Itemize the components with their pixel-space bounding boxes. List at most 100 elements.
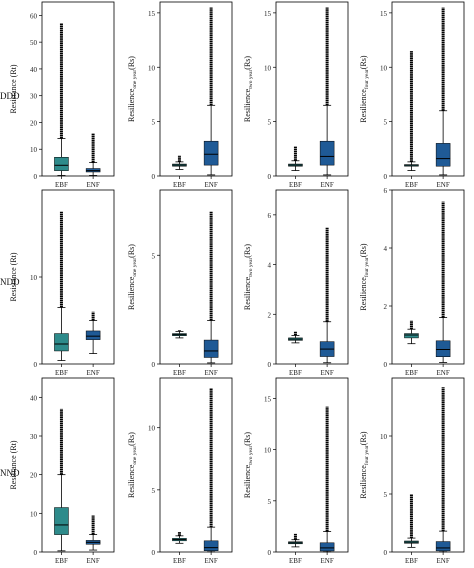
- y-tick-label: 0: [384, 361, 388, 369]
- x-tick-label: EBF: [55, 181, 68, 189]
- row-label-ddd: DDD: [0, 91, 20, 101]
- box-enf: [319, 542, 335, 552]
- y-tick-label: 4: [384, 245, 388, 253]
- panel-ndd-3: 0 2 4 6 Resiliencetwo year(Rs) EBF ENF: [243, 189, 349, 377]
- y-axis-label: Resiliencefour year(Rs): [359, 431, 370, 498]
- y-tick-label: 10: [148, 425, 156, 433]
- y-tick-label: 0: [152, 361, 156, 369]
- y-tick-label: 5: [268, 498, 272, 506]
- y-tick-label: 0: [34, 549, 38, 557]
- y-tick-label: 5: [384, 119, 388, 127]
- box-enf: [435, 340, 451, 357]
- y-tick-label: 60: [30, 12, 38, 20]
- plot-frame: [275, 189, 349, 365]
- box-enf: [435, 143, 451, 167]
- x-tick-label: EBF: [405, 369, 418, 377]
- x-tick-label: ENF: [87, 369, 100, 377]
- y-tick-label: 5: [152, 119, 156, 127]
- x-tick-label: EBF: [405, 557, 418, 565]
- plot-frame: [159, 189, 233, 365]
- y-axis-label: Resistance (Rt): [9, 64, 18, 113]
- y-tick-label: 6: [268, 212, 272, 220]
- x-tick-label: ENF: [205, 181, 218, 189]
- y-tick-label: 0: [268, 361, 272, 369]
- x-tick-label: EBF: [173, 557, 186, 565]
- x-tick-label: ENF: [205, 557, 218, 565]
- plot-frame: [41, 189, 115, 365]
- box-enf: [85, 330, 101, 340]
- y-axis-label: Resiliencefour year(Rs): [359, 243, 370, 310]
- y-axis-label: Resilienceone year(Rs): [127, 432, 138, 498]
- x-tick-label: EBF: [289, 369, 302, 377]
- y-tick-label: 0: [34, 361, 38, 369]
- panel-nnd-2: 0 5 10 Resilienceone year(Rs) EBF ENF: [127, 377, 233, 565]
- x-tick-label: EBF: [173, 181, 186, 189]
- plot-frame: [41, 377, 115, 553]
- y-tick-label: 10: [380, 64, 388, 72]
- box-enf: [203, 140, 219, 166]
- y-tick-label: 5: [268, 119, 272, 127]
- plot-frame: [275, 1, 349, 177]
- y-tick-label: 4: [268, 262, 272, 270]
- y-tick-label: 20: [30, 472, 38, 480]
- box-enf: [319, 140, 335, 166]
- y-tick-label: 0: [268, 549, 272, 557]
- plot-frame: [391, 1, 465, 177]
- y-tick-label: 15: [264, 10, 272, 18]
- y-tick-label: 5: [384, 491, 388, 499]
- row-label-ndd: NDD: [0, 277, 20, 287]
- x-tick-label: ENF: [437, 369, 450, 377]
- y-tick-label: 10: [30, 146, 38, 154]
- row-label-nnd: NND: [0, 468, 20, 478]
- y-tick-label: 0: [152, 549, 156, 557]
- y-tick-label: 10: [148, 64, 156, 72]
- panel-nnd-1: 0 10 20 30 40 Resistance (Rt) EBF ENF: [9, 377, 115, 565]
- x-tick-label: EBF: [55, 557, 68, 565]
- y-tick-label: 10: [264, 64, 272, 72]
- x-tick-label: EBF: [173, 369, 186, 377]
- y-tick-label: 5: [152, 252, 156, 260]
- box-ebf: [404, 333, 419, 339]
- x-tick-label: EBF: [405, 181, 418, 189]
- box-enf: [435, 541, 451, 552]
- y-tick-label: 30: [30, 93, 38, 101]
- y-tick-label: 20: [30, 119, 38, 127]
- x-tick-label: ENF: [321, 369, 334, 377]
- y-tick-label: 2: [384, 303, 388, 311]
- y-tick-label: 40: [30, 66, 38, 74]
- x-tick-label: ENF: [87, 557, 100, 565]
- plot-frame: [159, 1, 233, 177]
- x-tick-label: ENF: [437, 181, 450, 189]
- y-tick-label: 5: [152, 487, 156, 495]
- y-tick-label: 10: [30, 510, 38, 518]
- box-ebf: [54, 333, 69, 352]
- y-tick-label: 15: [380, 10, 388, 18]
- y-tick-label: 0: [34, 173, 38, 181]
- y-tick-label: 0: [384, 549, 388, 557]
- plot-frame: [391, 189, 465, 365]
- panel-ndd-1: 0 10 Resistance (Rt) EBF ENF: [9, 189, 115, 377]
- panel-nnd-4: 0 5 10 Resiliencefour year(Rs) EBF ENF: [359, 377, 465, 565]
- y-tick-label: 10: [380, 433, 388, 441]
- y-tick-label: 10: [264, 447, 272, 455]
- y-axis-label: Resiliencefour year(Rs): [359, 55, 370, 122]
- panel-ddd-1: 0 10 20 30 40 50 60 Resistance (Rt) EBF ENF: [9, 1, 115, 189]
- panel-ddd-4: 0 5 10 15 Resiliencefour year(Rs) EBF ENF: [359, 1, 465, 189]
- y-tick-label: 0: [152, 173, 156, 181]
- box-ebf: [54, 507, 69, 535]
- box-enf: [203, 339, 219, 358]
- x-tick-label: ENF: [87, 181, 100, 189]
- y-tick-label: 40: [30, 394, 38, 402]
- y-axis-label: Resiliencetwo year(Rs): [243, 56, 254, 123]
- plot-frame: [41, 1, 115, 177]
- x-tick-label: EBF: [289, 557, 302, 565]
- plot-frame: [391, 377, 465, 553]
- y-tick-label: 2: [268, 311, 272, 319]
- x-tick-label: ENF: [205, 369, 218, 377]
- plot-frame: [159, 377, 233, 553]
- box-enf: [203, 540, 219, 552]
- panel-ndd-4: 0 2 4 6 Resiliencefour year(Rs) EBF ENF: [359, 187, 465, 377]
- y-tick-label: 15: [148, 10, 156, 18]
- y-axis-label: Resiliencetwo year(Rs): [243, 244, 254, 311]
